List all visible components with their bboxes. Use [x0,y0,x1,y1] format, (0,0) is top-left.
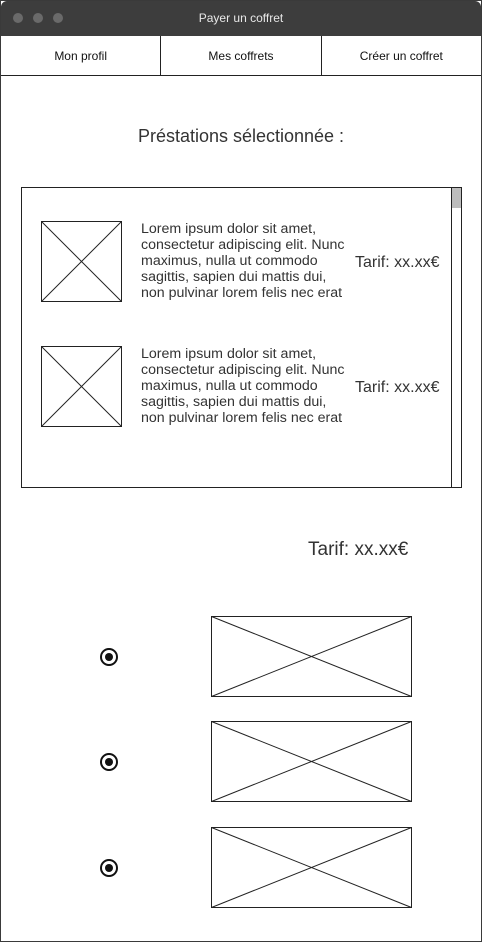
nav-tabs: Mon profil Mes coffrets Créer un coffret [1,36,481,76]
image-placeholder-icon [41,221,122,302]
selected-services-list[interactable]: Lorem ipsum dolor sit amet, consectetur … [21,187,462,488]
scrollbar[interactable] [451,188,461,487]
payment-option[interactable] [1,616,483,698]
maximize-window-icon[interactable] [53,13,63,23]
close-window-icon[interactable] [13,13,23,23]
tab-creer-coffret[interactable]: Créer un coffret [359,48,443,63]
tab-mes-coffrets[interactable]: Mes coffrets [161,36,322,75]
image-placeholder-icon [211,827,412,908]
payment-option[interactable] [1,827,483,909]
payment-option[interactable] [1,721,483,803]
list-item: Lorem ipsum dolor sit amet, consectetur … [22,346,452,428]
total-price: Tarif: xx.xx€ [308,539,409,560]
image-placeholder-icon [211,616,412,697]
radio-button[interactable] [100,753,118,771]
title-bar: Payer un coffret [1,1,481,36]
page-heading: Préstations sélectionnée : [137,126,345,146]
radio-button[interactable] [100,648,118,666]
item-price: Tarif: xx.xx€ [355,254,440,271]
scrollbar-thumb[interactable] [452,188,461,208]
tab-mon-profil[interactable]: Mon profil [1,36,162,75]
item-price: Tarif: xx.xx€ [355,379,440,396]
radio-button[interactable] [100,859,118,877]
minimize-window-icon[interactable] [33,13,43,23]
image-placeholder-icon [211,721,412,802]
item-description: Lorem ipsum dolor sit amet, consectetur … [141,221,345,301]
list-item: Lorem ipsum dolor sit amet, consectetur … [22,221,452,303]
image-placeholder-icon [41,346,122,427]
item-description: Lorem ipsum dolor sit amet, consectetur … [141,346,345,426]
window-title: Payer un coffret [198,11,284,25]
